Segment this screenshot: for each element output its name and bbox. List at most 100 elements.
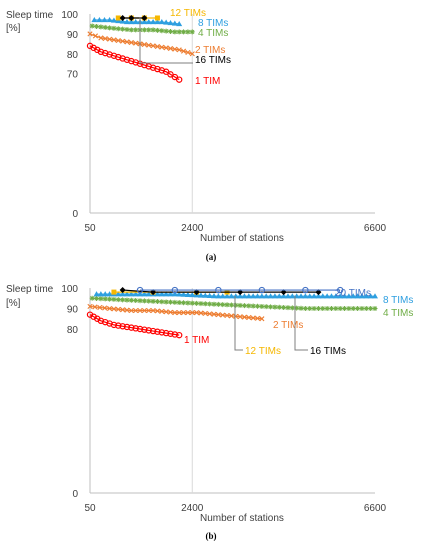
y-tick-label: 0: [72, 209, 78, 220]
series-label: 12 TIMs: [245, 346, 281, 357]
data-point: [350, 293, 357, 299]
data-point: [180, 48, 187, 54]
data-point: [189, 29, 195, 35]
data-point: [137, 291, 144, 297]
data-point: [123, 18, 130, 25]
data-point: [146, 298, 152, 304]
data-point: [132, 291, 139, 297]
data-point: [111, 289, 117, 295]
data-point: [94, 23, 100, 29]
data-point: [337, 306, 343, 311]
data-point: [146, 27, 152, 33]
data-point: [311, 306, 317, 311]
data-point: [97, 291, 104, 297]
data-point: [102, 24, 108, 30]
data-point: [276, 293, 283, 299]
data-point: [120, 38, 126, 44]
annotation-leader: [294, 296, 308, 351]
data-point: [136, 325, 144, 333]
x-tick-label: 2400: [181, 503, 204, 514]
data-point: [123, 323, 131, 331]
data-point: [197, 292, 204, 298]
data-point: [110, 17, 117, 23]
data-point: [141, 41, 147, 48]
data-point: [194, 310, 200, 316]
data-point: [128, 297, 134, 303]
data-point: [354, 293, 361, 299]
data-point: [120, 307, 126, 313]
data-point: [145, 291, 152, 297]
data-point: [163, 19, 170, 25]
data-point: [324, 306, 330, 311]
data-point: [146, 307, 152, 314]
data-point: [246, 314, 252, 321]
panel-caption: (a): [206, 252, 217, 262]
data-point: [163, 45, 169, 51]
data-point: [133, 40, 139, 46]
data-point: [167, 29, 173, 35]
data-point: [259, 316, 265, 322]
data-point: [341, 293, 348, 299]
series-4-tims: 4 TIMs: [89, 23, 228, 39]
data-point: [158, 329, 165, 336]
data-point: [115, 17, 122, 24]
data-point: [154, 291, 161, 297]
data-point: [302, 286, 309, 294]
data-point: [289, 305, 295, 311]
data-point: [96, 16, 103, 23]
data-point: [346, 306, 352, 311]
data-point: [159, 299, 165, 305]
data-point: [150, 298, 156, 304]
series-label: 16 TIMs: [195, 55, 231, 66]
data-point: [111, 306, 117, 312]
y-axis-unit: [%]: [6, 298, 21, 309]
data-point: [224, 293, 231, 299]
x-tick-label: 50: [84, 223, 96, 234]
data-point: [141, 18, 148, 25]
data-point: [180, 310, 187, 316]
data-point: [167, 299, 173, 305]
data-point: [176, 47, 182, 53]
y-axis-unit: [%]: [6, 23, 21, 34]
data-point: [171, 286, 179, 294]
data-point: [289, 293, 296, 299]
data-point: [259, 303, 265, 309]
data-point: [185, 300, 191, 306]
data-point: [207, 301, 213, 307]
series-16-tims: 16 TIMs: [119, 14, 231, 66]
series-20-tims: 20 TIMs: [136, 286, 371, 299]
data-point: [255, 303, 261, 309]
data-point: [132, 325, 139, 332]
data-point: [307, 306, 313, 311]
data-point: [163, 299, 169, 305]
data-point: [176, 20, 183, 27]
data-point: [115, 15, 121, 21]
data-point: [119, 287, 126, 294]
data-point: [189, 310, 195, 316]
data-point: [163, 309, 169, 315]
data-point: [202, 292, 209, 298]
data-point: [176, 29, 182, 35]
data-point: [150, 18, 157, 25]
data-point: [198, 310, 204, 316]
data-point: [232, 293, 239, 299]
data-point: [333, 306, 339, 311]
data-point: [202, 310, 208, 317]
data-point: [158, 18, 165, 25]
data-point: [250, 293, 257, 299]
data-point: [163, 291, 170, 297]
data-point: [128, 27, 134, 33]
data-point: [106, 16, 113, 23]
data-point: [207, 311, 213, 317]
data-point: [132, 18, 139, 25]
data-point: [254, 315, 261, 321]
data-point: [237, 302, 243, 308]
data-point: [119, 323, 126, 330]
data-point: [111, 37, 117, 43]
data-point: [145, 18, 152, 25]
data-point: [106, 291, 113, 297]
data-point: [171, 291, 178, 297]
x-tick-label: 50: [84, 503, 96, 514]
data-point: [145, 327, 152, 334]
data-point: [87, 303, 93, 310]
